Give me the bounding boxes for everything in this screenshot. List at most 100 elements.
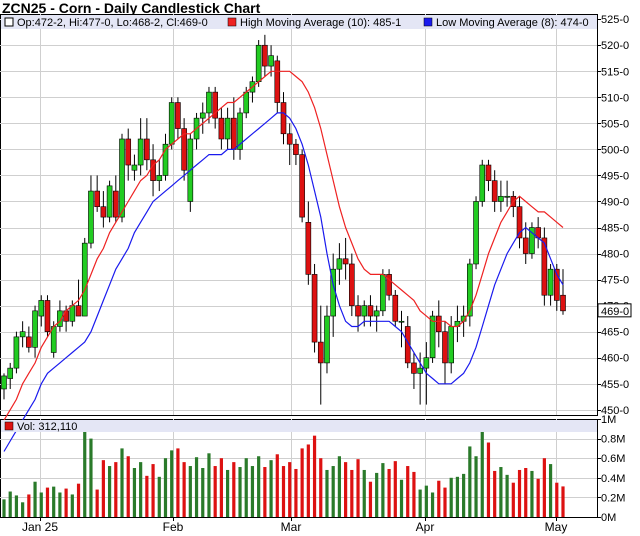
volume-bar: [188, 466, 192, 517]
candle-body: [404, 326, 411, 364]
low-ma-legend-swatch: [423, 17, 433, 27]
volume-bar: [368, 481, 373, 517]
candle-body: [255, 44, 262, 83]
candle-body: [286, 133, 293, 145]
volume-bar: [306, 444, 310, 517]
low-ma-legend-text: Low Moving Average (8): 474-0: [436, 17, 589, 29]
candle-body: [268, 55, 274, 67]
candle-body: [547, 268, 554, 296]
volume-legend-text: Vol: 312,110: [17, 421, 77, 433]
volume-bar: [412, 471, 416, 517]
volume-bar: [536, 478, 540, 517]
candle-body: [44, 300, 51, 332]
price-tick-label: 515-0: [601, 66, 629, 78]
candle-body: [522, 237, 529, 254]
volume-bar: [83, 428, 87, 517]
volume-bar: [337, 456, 341, 517]
candle-body: [411, 362, 417, 374]
volume-panel-frame: [0, 419, 598, 518]
low-moving-average-line: [3, 112, 564, 452]
volume-bar: [499, 467, 503, 517]
volume-bar: [486, 442, 491, 517]
time-tick-label: Feb: [163, 520, 184, 534]
candle-body: [417, 367, 423, 374]
volume-bar: [21, 502, 25, 517]
volume-bar: [232, 462, 236, 517]
high-ma-legend-text: High Moving Average (10): 485-1: [240, 17, 401, 29]
volume-bar: [126, 456, 130, 517]
time-tick-label: Apr: [416, 520, 435, 534]
candle-body: [429, 315, 436, 359]
volume-bar: [430, 492, 435, 517]
candle-body: [218, 117, 225, 140]
volume-bar: [350, 469, 354, 517]
price-legend-bar: [1, 15, 597, 29]
candle-body: [212, 91, 218, 119]
candle-body: [342, 258, 349, 265]
volume-bar: [375, 472, 379, 517]
volume-bar: [14, 495, 19, 517]
price-tick-label: 465-0: [601, 327, 629, 339]
candle-body: [485, 164, 492, 181]
candle-body: [442, 331, 448, 364]
candle-body: [299, 154, 305, 218]
volume-bar: [2, 499, 6, 517]
candle-body: [131, 164, 138, 171]
volume-bar: [462, 473, 466, 517]
volume-bar: [176, 448, 180, 517]
volume-bar: [33, 481, 37, 517]
price-tick-label: 520-0: [601, 40, 629, 52]
price-tick-label: 455-0: [601, 379, 629, 391]
volume-bar: [275, 454, 279, 517]
candle-body: [529, 227, 535, 254]
volume-bar: [381, 463, 385, 517]
candle-body: [336, 258, 343, 270]
candle-body: [100, 206, 107, 218]
price-tick-label: 485-0: [601, 223, 629, 235]
candle-body: [553, 268, 560, 301]
price-tick-label: 460-0: [601, 353, 629, 365]
volume-bar: [182, 462, 186, 517]
volume-bar: [424, 485, 428, 517]
volume-bar: [170, 450, 174, 517]
volume-bar: [52, 486, 56, 517]
candle-body: [175, 102, 181, 129]
candle-body: [317, 341, 324, 364]
candle-body: [392, 294, 399, 322]
candle-body: [125, 138, 132, 166]
price-tick-label: 475-0: [601, 275, 629, 287]
volume-bar: [257, 456, 261, 517]
time-tick-label: May: [545, 520, 568, 534]
candle-body: [361, 305, 368, 317]
price-tick-label: 500-0: [601, 144, 629, 156]
candle-body: [38, 300, 45, 317]
volume-bar: [132, 468, 137, 517]
volume-bar: [511, 482, 515, 517]
candle-body: [162, 143, 169, 176]
candle-body: [541, 237, 548, 296]
volume-bar: [319, 458, 323, 517]
price-tick-label: 495-0: [601, 170, 629, 182]
volume-bar: [226, 469, 230, 517]
volume-bar: [107, 466, 112, 517]
volume-bar: [517, 469, 522, 517]
volume-bar: [393, 461, 397, 517]
volume-bar: [362, 469, 366, 517]
volume-tick-label: 0.4M: [601, 473, 625, 485]
price-tick-label: 450-0: [601, 405, 629, 417]
price-tick-label: 525-0: [601, 14, 629, 26]
volume-bar: [474, 456, 478, 517]
candle-body: [106, 185, 113, 218]
candle-body: [479, 164, 486, 202]
candle-body: [473, 201, 479, 265]
volume-bar: [39, 492, 43, 517]
candle-body: [423, 357, 430, 369]
volume-bar: [114, 462, 118, 517]
candle-body: [367, 305, 374, 317]
candle-body: [63, 310, 69, 322]
time-tick-label: Mar: [281, 520, 302, 534]
candle-body: [137, 138, 144, 166]
candle-body: [243, 91, 250, 114]
candle-body: [448, 326, 455, 364]
candle-body: [88, 190, 94, 244]
